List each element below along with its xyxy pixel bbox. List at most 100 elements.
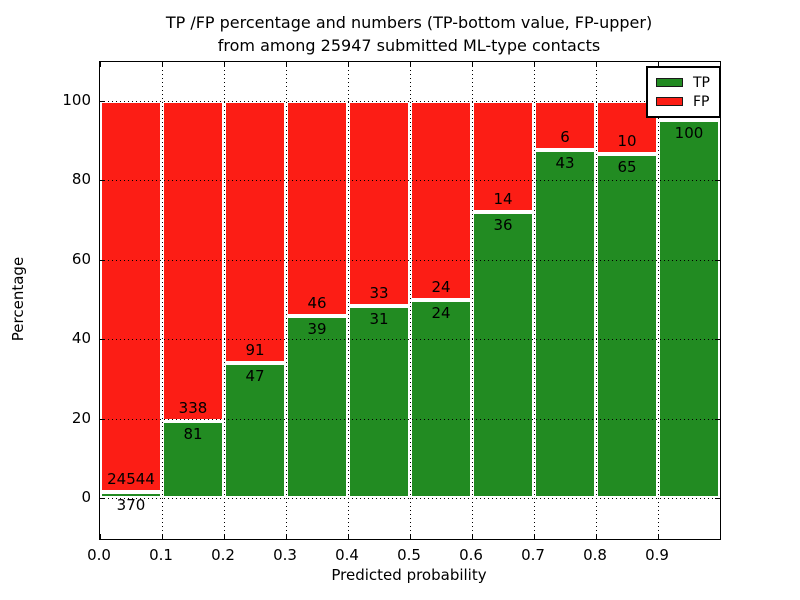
bar-label-fp: 10 <box>617 131 637 150</box>
x-tick-mark <box>596 534 597 539</box>
y-tick-mark <box>100 180 105 182</box>
x-tick-label: 0.9 <box>645 546 669 564</box>
bar-segment-tp <box>596 153 658 498</box>
x-tick-label: 0.3 <box>273 546 297 564</box>
bar-segment-fp <box>224 101 286 363</box>
legend-swatch-tp <box>656 78 683 87</box>
y-tick-label: 100 <box>62 91 91 109</box>
legend-row: TP <box>656 73 710 92</box>
bar-label-fp: 14 <box>493 190 513 209</box>
legend-label: TP <box>693 74 710 91</box>
x-tick-mark <box>472 534 473 539</box>
x-tick-mark <box>100 534 101 539</box>
legend-row: FP <box>656 92 710 111</box>
y-tick-label: 80 <box>71 170 91 189</box>
x-tick-mark <box>348 62 349 67</box>
bar-label-tp: 370 <box>116 496 146 515</box>
x-tick-mark <box>410 534 411 539</box>
x-tick-mark <box>224 62 225 67</box>
x-tick-mark <box>162 62 163 67</box>
x-tick-mark <box>286 534 287 539</box>
gridline-vertical <box>658 62 659 539</box>
bar-segment-tp <box>472 212 534 498</box>
x-tick-mark <box>162 534 163 539</box>
x-tick-label: 0.0 <box>87 546 111 564</box>
y-tick-mark <box>715 180 720 182</box>
gridline-vertical <box>534 62 535 539</box>
gridline-vertical <box>286 62 287 539</box>
x-tick-label: 0.2 <box>211 546 235 564</box>
chart-title: TP /FP percentage and numbers (TP-bottom… <box>0 11 800 57</box>
bar-label-tp: 47 <box>245 366 265 385</box>
y-tick-label: 20 <box>71 408 91 427</box>
gridline-vertical <box>348 62 349 539</box>
bar-label-tp: 65 <box>617 157 637 176</box>
bar-label-fp: 33 <box>369 283 389 302</box>
bar-label-fp: 91 <box>245 340 265 359</box>
x-tick-mark <box>286 62 287 67</box>
x-tick-mark <box>658 62 659 67</box>
legend: TP FP <box>646 66 721 118</box>
x-tick-mark <box>100 62 101 67</box>
x-tick-mark <box>410 62 411 67</box>
bar-label-tp: 39 <box>307 319 327 338</box>
bar-segment-tp <box>162 421 224 498</box>
bar-label-tp: 36 <box>493 216 513 235</box>
bar-segment-fp <box>472 101 534 213</box>
bar-segment-fp <box>162 101 224 422</box>
y-axis-label: Percentage <box>9 256 27 342</box>
bar-segment-fp <box>348 101 410 306</box>
bar-label-tp: 24 <box>431 303 451 322</box>
y-tick-mark <box>100 498 105 499</box>
y-tick-mark <box>100 259 105 261</box>
x-tick-label: 0.7 <box>521 546 545 564</box>
y-tick-mark <box>100 339 105 341</box>
y-tick-mark <box>715 259 720 261</box>
chart-title-line2: from among 25947 submitted ML-type conta… <box>217 36 601 55</box>
bar-segment-fp <box>286 101 348 316</box>
x-tick-mark <box>596 62 597 67</box>
y-tick-mark <box>715 498 720 499</box>
bar-label-fp: 24 <box>431 277 451 296</box>
bar-segment-tp <box>348 305 410 498</box>
x-tick-mark <box>534 62 535 67</box>
gridline-vertical <box>596 62 597 539</box>
y-tick-label: 60 <box>71 249 91 268</box>
x-axis-label: Predicted probability <box>331 566 487 584</box>
bar-label-tp: 100 <box>674 123 704 142</box>
y-tick-mark <box>100 101 105 102</box>
chart-title-line1: TP /FP percentage and numbers (TP-bottom… <box>165 13 653 32</box>
gridline-vertical <box>410 62 411 539</box>
y-tick-mark <box>715 339 720 341</box>
x-tick-mark <box>658 534 659 539</box>
x-tick-mark <box>534 534 535 539</box>
x-tick-mark <box>348 534 349 539</box>
legend-label: FP <box>693 93 710 110</box>
bar-segment-tp <box>410 299 472 498</box>
bar-label-fp: 24544 <box>107 470 155 489</box>
plot-area: 24544 370 338 81 91 47 46 39 33 31 24 24 14 36 6 43 10 65… <box>99 61 721 540</box>
bar-segment-tp <box>534 149 596 498</box>
y-tick-label: 0 <box>81 488 91 506</box>
legend-swatch-fp <box>656 97 683 106</box>
bar-label-fp: 338 <box>178 399 208 418</box>
bar-label-tp: 43 <box>555 153 575 172</box>
x-tick-label: 0.8 <box>583 546 607 564</box>
y-tick-label: 40 <box>71 329 91 348</box>
bar-segment-fp <box>410 101 472 300</box>
bar-label-tp: 31 <box>369 309 389 328</box>
x-tick-label: 0.1 <box>149 546 173 564</box>
x-tick-label: 0.5 <box>397 546 421 564</box>
x-tick-label: 0.4 <box>335 546 359 564</box>
x-tick-mark <box>224 534 225 539</box>
bar-label-fp: 6 <box>560 127 570 146</box>
bar-segment-tp <box>658 119 720 498</box>
bar-label-tp: 81 <box>183 425 203 444</box>
y-tick-mark <box>100 418 105 420</box>
gridline-vertical <box>224 62 225 539</box>
bar-segment-tp <box>100 492 162 498</box>
bar-segment-tp <box>286 315 348 498</box>
x-tick-mark <box>472 62 473 67</box>
bar-segment-fp <box>100 101 162 493</box>
